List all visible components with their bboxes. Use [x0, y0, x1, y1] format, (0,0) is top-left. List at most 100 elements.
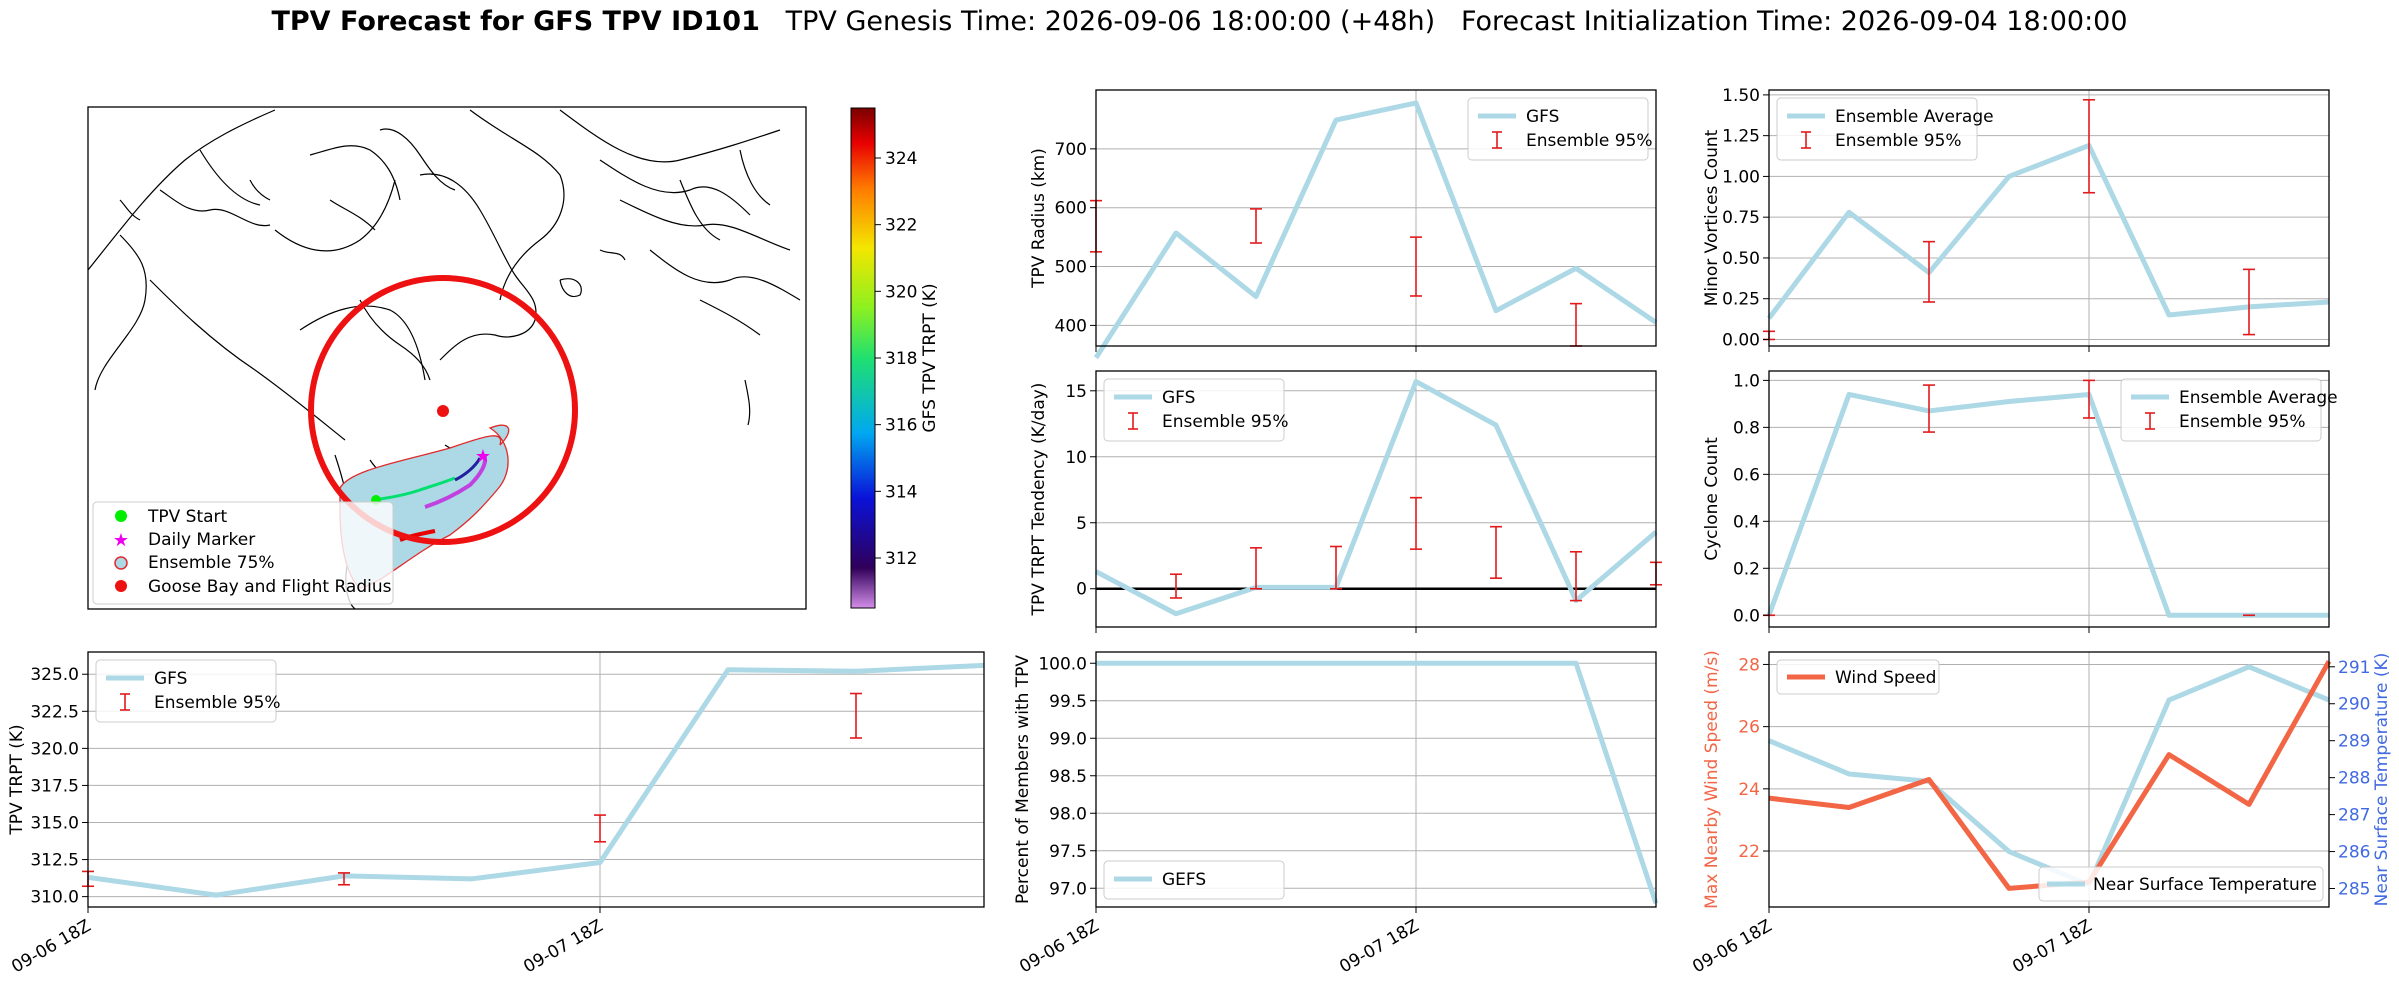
- legend-goosebay-icon: [115, 580, 127, 592]
- legend: GFS Ensemble 95%: [95, 659, 281, 723]
- legend: GEFS: [1103, 860, 1285, 900]
- y-right-tick-label: 291: [2338, 658, 2370, 678]
- series-line: [1093, 100, 1658, 360]
- y-tick-label: 500: [1055, 258, 1087, 278]
- y-tick-label: 15: [1065, 382, 1087, 402]
- map-legend: TPV Start ★ Daily Marker Ensemble 75% Go…: [92, 501, 394, 605]
- legend-box: [2120, 378, 2322, 442]
- y-tick-label: 1.25: [1722, 127, 1760, 147]
- map-frame: [87, 106, 807, 610]
- legend-label: GEFS: [1162, 870, 1206, 890]
- legend-box: [2038, 866, 2324, 902]
- error-bar: [338, 872, 350, 886]
- colorbar: 312 314 316 318 320 322 324 GFS TPV TRPT (K): [850, 107, 940, 609]
- y-axis-label: Cyclone Count: [1702, 437, 1722, 561]
- chart-radius: 400 500 600 700 TPV Radius (km) GFS Ensemble 9…: [1029, 89, 1658, 360]
- y-tick-label: 0.50: [1722, 249, 1760, 269]
- legend-label: Ensemble Average: [2179, 388, 2338, 408]
- y-right-tick-label: 288: [2338, 769, 2370, 789]
- legend-label: Ensemble 95%: [2179, 412, 2306, 432]
- colorbar-ticks: 312 314 316 318 320 322 324: [875, 149, 917, 569]
- y-tick-label: 99.5: [1049, 692, 1087, 712]
- y-right-tick-label: 290: [2338, 695, 2370, 715]
- error-bar: [1923, 240, 1935, 303]
- y-tick-label: 97.5: [1049, 842, 1087, 862]
- axes-frame: [1768, 370, 2330, 628]
- daily-marker-star: ★: [475, 446, 491, 467]
- title-main: TPV Forecast for GFS TPV ID101: [271, 6, 760, 37]
- y-tick-label: 24: [1738, 780, 1760, 800]
- y-tick-label: 312.5: [30, 851, 79, 871]
- error-bar: [850, 692, 862, 739]
- chart-trpt: 310.0 312.5 315.0 317.5 320.0 322.5 325.0 TPV T…: [7, 651, 985, 977]
- colorbar-tick-label: 322: [885, 216, 917, 236]
- colorbar-label: GFS TPV TRPT (K): [920, 283, 940, 432]
- chart-minor: 0.00 0.25 0.50 0.75 1.00 1.25 1.50 Minor Vortic…: [1702, 86, 2330, 352]
- series-line: [1094, 379, 1658, 617]
- y-tick-label: 325.0: [30, 665, 79, 685]
- legend-start-icon: [115, 510, 127, 522]
- x-tick-label: 09-06 18Z: [8, 916, 94, 977]
- error-bar: [2083, 379, 2095, 419]
- legend: GFS Ensemble 95%: [1467, 97, 1653, 161]
- legend-daily-label: Daily Marker: [148, 530, 255, 550]
- chart-wind: 22 24 26 28 Max Nearby Wind Speed (m/s) 285 28…: [1689, 650, 2392, 977]
- legend-label: Ensemble 95%: [1526, 131, 1653, 151]
- error-bar: [1170, 573, 1182, 599]
- legend-box: [1776, 659, 1940, 695]
- y-tick-label: 0.00: [1722, 330, 1760, 350]
- y-right-tick-label: 289: [2338, 732, 2370, 752]
- axes-frame: [1095, 370, 1657, 628]
- legend-label: Ensemble Average: [1835, 107, 1994, 127]
- colorbar-tick-label: 318: [885, 349, 917, 369]
- legend-temperature: Near Surface Temperature: [2038, 866, 2324, 902]
- colorbar-tick-label: 324: [885, 149, 917, 169]
- y-tick-label: 22: [1738, 842, 1760, 862]
- axes-frame: [1095, 651, 1657, 908]
- y-tick-label: 99.0: [1049, 729, 1087, 749]
- flight-radius-ring: [308, 275, 578, 545]
- y-axis-label: TPV TRPT Tendency (K/day): [1029, 383, 1049, 617]
- error-bar: [2243, 268, 2255, 336]
- colorbar-tick-label: 320: [885, 282, 917, 302]
- legend-label: Ensemble 95%: [1162, 412, 1289, 432]
- legend-label: Ensemble 95%: [154, 693, 281, 713]
- x-tick-label: 09-07 18Z: [520, 916, 606, 977]
- legend: Ensemble Average Ensemble 95%: [1776, 97, 1994, 161]
- legend-box: [1776, 97, 1978, 161]
- colorbar-tick-label: 312: [885, 549, 917, 569]
- colorbar-tick-label: 314: [885, 482, 917, 502]
- legend-box: [1103, 860, 1285, 900]
- y-tick-label: 97.0: [1049, 879, 1087, 899]
- y-axis-label: TPV Radius (km): [1029, 148, 1049, 289]
- colorbar-tick-label: 316: [885, 416, 917, 436]
- legend-label: GFS: [1526, 107, 1559, 127]
- error-bar: [1250, 208, 1262, 244]
- y-axis-label: Percent of Members with TPV: [1013, 655, 1033, 904]
- error-bar: [1410, 496, 1422, 550]
- tpv-track: [371, 476, 456, 502]
- colorbar-gradient: [850, 107, 876, 609]
- error-bar: [1410, 236, 1422, 297]
- x-tick-label: 09-06 18Z: [1689, 916, 1775, 977]
- y-tick-label: 0.8: [1733, 418, 1760, 438]
- y-tick-label: 315.0: [30, 813, 79, 833]
- y-tick-label: 28: [1738, 655, 1760, 675]
- error-bar: [1490, 525, 1502, 579]
- axes-frame: [1095, 89, 1657, 347]
- title-genesis: TPV Genesis Time: 2026-09-06 18:00:00 (+…: [785, 6, 1436, 37]
- legend-start-label: TPV Start: [147, 507, 228, 527]
- x-tick-label: 09-06 18Z: [1016, 916, 1102, 977]
- error-bar: [1250, 547, 1262, 590]
- axes-frame: [87, 651, 985, 908]
- y-right-tick-label: 286: [2338, 843, 2370, 863]
- y-tick-label: 10: [1065, 448, 1087, 468]
- chart-panels: 400 500 600 700 TPV Radius (km) GFS Ensemble 9…: [7, 86, 2392, 977]
- y-tick-label: 1.00: [1722, 167, 1760, 187]
- y-tick-label: 1.0: [1733, 371, 1760, 391]
- y-tick-label: 0.2: [1733, 559, 1760, 579]
- y-tick-label: 98.0: [1049, 804, 1087, 824]
- y-tick-label: 400: [1055, 316, 1087, 336]
